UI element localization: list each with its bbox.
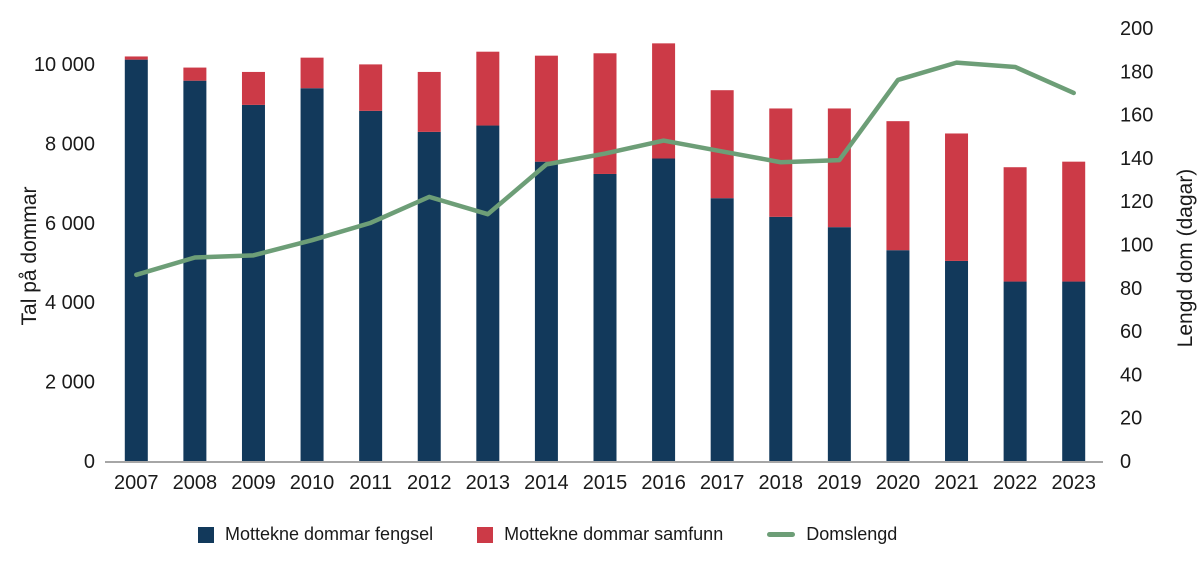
left-axis-tick-label: 2 000 [45,372,95,394]
bar-fengsel [652,158,676,461]
x-axis-year-label: 2008 [173,472,218,494]
bar-samfunn [886,121,910,251]
bar-fengsel [534,161,558,462]
right-axis-tick-label: 180 [1120,61,1153,83]
bar-fengsel [300,88,324,461]
x-axis-year-label: 2016 [641,472,686,494]
bar-fengsel [241,104,265,462]
right-axis-tick-label: 80 [1120,278,1142,300]
bar-samfunn [183,67,207,81]
right-axis-tick-label: 100 [1120,235,1153,257]
right-axis-tick-label: 120 [1120,191,1153,213]
x-axis-year-label: 2022 [993,472,1038,494]
bar-fengsel [1062,281,1086,461]
bar-fengsel [710,198,734,461]
bar-fengsel [945,260,969,461]
bar-samfunn [1003,167,1027,282]
fengsel-swatch-icon [198,526,214,543]
left-axis-tick-label: 6 000 [45,213,95,235]
bar-fengsel [417,131,441,461]
left-axis-tick-label: 4 000 [45,292,95,314]
right-axis-tick-label: 40 [1120,364,1142,386]
bar-samfunn [417,71,441,132]
legend-label-domslengd: Domslengd [806,524,898,544]
x-axis-year-label: 2019 [817,472,862,494]
bar-samfunn [827,108,851,228]
bar-samfunn [476,51,500,126]
x-axis-year-label: 2014 [524,472,569,494]
bar-samfunn [241,71,265,105]
x-axis-year-label: 2007 [114,472,159,494]
bar-fengsel [183,80,207,461]
bar-samfunn [300,57,324,89]
bar-fengsel [476,125,500,461]
left-axis-tick-label: 0 [84,451,95,473]
x-axis-year-label: 2013 [466,472,511,494]
x-axis-year-label: 2017 [700,472,745,494]
x-axis-year-label: 2010 [290,472,335,494]
right-axis-tick-label: 140 [1120,148,1153,170]
bar-fengsel [124,59,148,462]
legend-label-fengsel: Mottekne dommar fengsel [225,524,434,544]
left-axis-tick-label: 8 000 [45,133,95,155]
bar-samfunn [1062,161,1086,282]
x-axis-year-label: 2009 [231,472,276,494]
legend-item-domslengd: Domslengd [767,524,897,545]
bar-fengsel [1003,281,1027,461]
bar-fengsel [359,110,383,461]
samfunn-swatch-icon [477,526,494,543]
right-axis-tick-label: 20 [1120,408,1142,430]
legend-label-samfunn: Mottekne dommar samfunn [504,524,724,544]
legend-item-fengsel: Mottekne dommar fengsel [198,524,433,545]
left-axis-tick-label: 10 000 [34,54,95,76]
bar-fengsel [886,250,910,461]
bar-fengsel [827,227,851,461]
right-axis-tick-label: 60 [1120,321,1142,343]
x-axis-year-label: 2023 [1051,472,1096,494]
right-axis-tick-label: 0 [1120,451,1131,473]
bar-fengsel [769,216,793,461]
bar-samfunn [710,90,734,199]
x-axis-year-label: 2018 [759,472,804,494]
domslengd-line [134,60,1076,278]
x-axis-year-label: 2011 [349,472,392,494]
right-axis-tick-label: 200 [1120,18,1153,40]
bar-samfunn [945,133,969,261]
legend-item-samfunn: Mottekne dommar samfunn [477,524,723,545]
right-axis-tick-label: 160 [1120,105,1153,127]
legend: Mottekne dommar fengsel Mottekne dommar … [198,524,897,545]
x-axis-year-label: 2015 [583,472,628,494]
bar-samfunn [593,53,617,174]
bar-samfunn [359,64,383,111]
x-axis-year-label: 2020 [876,472,921,494]
x-axis-year-label: 2012 [407,472,452,494]
bar-samfunn [534,55,558,162]
x-axis-year-label: 2021 [934,472,979,494]
domslengd-line-swatch-icon [767,532,796,537]
bar-samfunn [124,56,148,60]
bar-samfunn [652,43,676,159]
bar-fengsel [593,173,617,461]
